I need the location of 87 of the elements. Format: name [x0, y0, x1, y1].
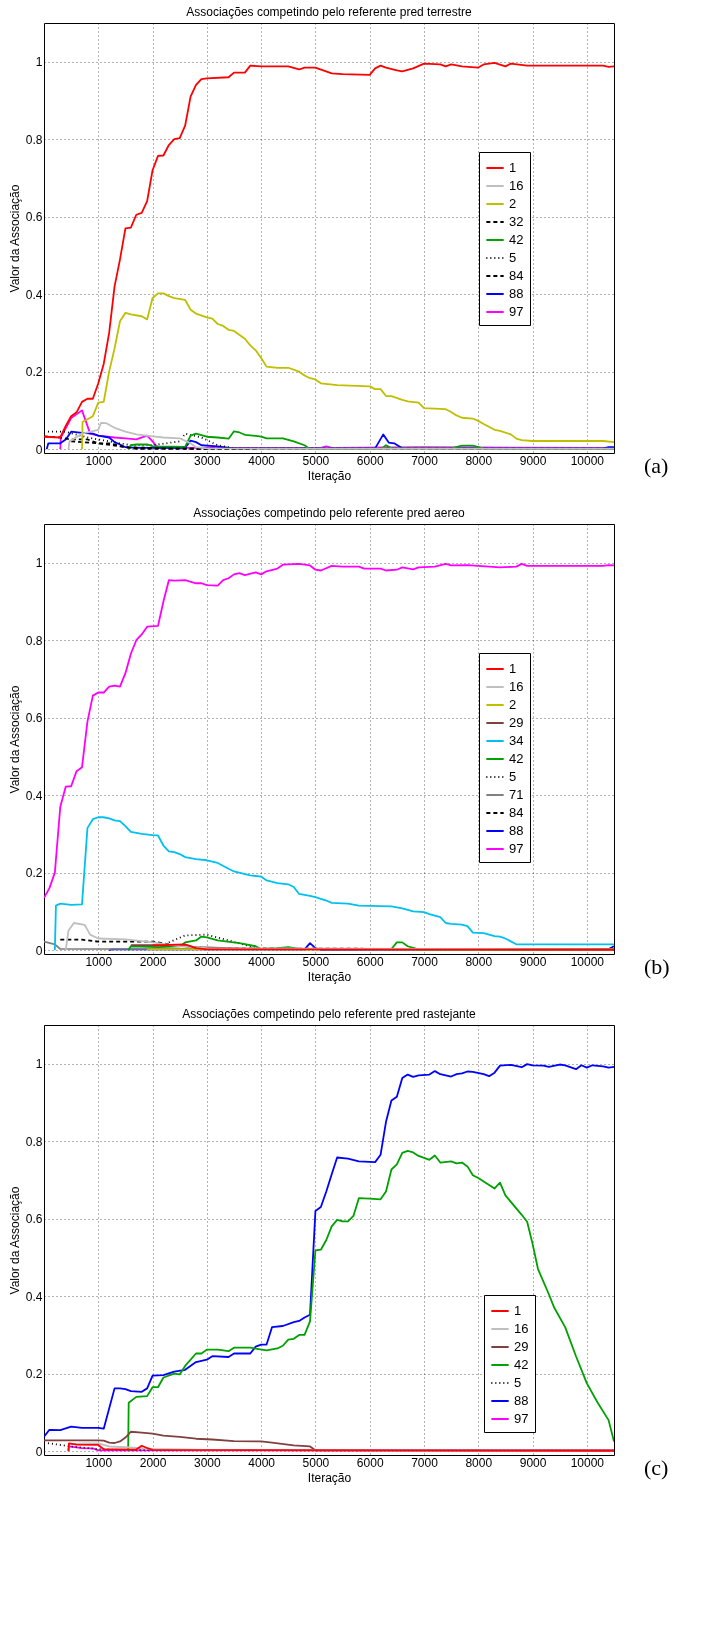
x-tick-label: 4000: [248, 954, 276, 969]
legend-label: 97: [514, 1411, 529, 1426]
legend-label: 16: [514, 1321, 529, 1336]
legend-label: 42: [509, 232, 524, 247]
x-tick-label: 8000: [465, 453, 493, 468]
x-tick-label: 8000: [465, 1455, 493, 1470]
x-tick-label: 1000: [85, 954, 113, 969]
legend-label: 1: [509, 160, 517, 175]
x-tick-label: 4000: [248, 453, 276, 468]
legend-label: 32: [509, 214, 524, 229]
text: (a): [644, 453, 669, 478]
legend-label: 5: [509, 769, 517, 784]
x-tick-label: 1000: [85, 453, 113, 468]
x-tick-label: 6000: [356, 453, 384, 468]
legend-label: 2: [509, 196, 517, 211]
y-tick-label: 0: [35, 442, 43, 457]
y-tick-label: 0.4: [25, 1289, 43, 1304]
legend-label: 42: [509, 751, 524, 766]
text: (c): [644, 1455, 669, 1480]
y-tick-label: 1: [35, 556, 43, 571]
x-tick-label: 1000: [85, 1455, 113, 1470]
x-tick-label: 3000: [194, 453, 222, 468]
x-tick-label: 5000: [302, 954, 330, 969]
x-tick-label: 8000: [465, 954, 493, 969]
legend-label: 5: [514, 1375, 522, 1390]
y-tick-label: 0: [35, 1444, 43, 1459]
chart-title: Associações competindo pelo referente pred aereo: [193, 506, 466, 520]
x-tick-label: 5000: [302, 1455, 330, 1470]
legend-label: 88: [514, 1393, 529, 1408]
x-tick-label: 9000: [519, 954, 547, 969]
x-tick-label: 2000: [139, 453, 167, 468]
x-tick-label: 7000: [411, 1455, 439, 1470]
chart-title: Associações competindo pelo referente pred rastejante: [182, 1007, 477, 1021]
y-tick-label: 0.6: [25, 210, 43, 225]
x-axis-title: Iteração: [307, 468, 352, 483]
x-tick-label: 9000: [519, 453, 547, 468]
y-tick-label: 1: [35, 55, 43, 70]
y-tick-label: 0.8: [25, 1134, 43, 1149]
x-tick-label: 5000: [302, 453, 330, 468]
legend-label: 97: [509, 304, 524, 319]
x-tick-label: 7000: [411, 954, 439, 969]
x-tick-label: 4000: [248, 1455, 276, 1470]
legend-label: 16: [509, 178, 524, 193]
x-tick-label: 10000: [570, 954, 605, 969]
y-axis-title: Valor da Associação: [7, 184, 22, 293]
y-axis-title: Valor da Associação: [7, 1186, 22, 1295]
y-tick-label: 0.2: [25, 866, 43, 881]
y-tick-label: 0.2: [25, 365, 43, 380]
y-tick-label: 1: [35, 1057, 43, 1072]
x-tick-label: 6000: [356, 1455, 384, 1470]
legend-label: 88: [509, 823, 524, 838]
y-tick-label: 0.8: [25, 633, 43, 648]
chart-title: Associações competindo pelo referente pred terrestre: [186, 5, 473, 19]
legend-label: 5: [509, 250, 517, 265]
y-tick-label: 0.2: [25, 1367, 43, 1382]
legend-label: 84: [509, 268, 524, 283]
x-axis-title: Iteração: [307, 1470, 352, 1485]
x-axis-title: Iteração: [307, 969, 352, 984]
legend-label: 29: [514, 1339, 529, 1354]
x-tick-label: 3000: [194, 954, 222, 969]
legend-label: 84: [509, 805, 524, 820]
legend-label: 2: [509, 697, 517, 712]
legend-label: 97: [509, 841, 524, 856]
x-tick-label: 2000: [139, 954, 167, 969]
x-tick-label: 10000: [570, 453, 605, 468]
x-tick-label: 3000: [194, 1455, 222, 1470]
y-tick-label: 0.8: [25, 132, 43, 147]
x-tick-label: 6000: [356, 954, 384, 969]
y-tick-label: 0.4: [25, 788, 43, 803]
x-tick-label: 7000: [411, 453, 439, 468]
y-tick-label: 0.6: [25, 711, 43, 726]
y-axis-title: Valor da Associação: [7, 685, 22, 794]
text: (b): [644, 954, 670, 979]
legend-label: 29: [509, 715, 524, 730]
y-tick-label: 0: [35, 943, 43, 958]
legend-label: 34: [509, 733, 524, 748]
legend-label: 1: [509, 661, 517, 676]
legend-label: 71: [509, 787, 524, 802]
legend-label: 1: [514, 1303, 522, 1318]
legend-label: 88: [509, 286, 524, 301]
x-tick-label: 10000: [570, 1455, 605, 1470]
legend-label: 16: [509, 679, 524, 694]
y-tick-label: 0.4: [25, 287, 43, 302]
y-tick-label: 0.6: [25, 1212, 43, 1227]
x-tick-label: 2000: [139, 1455, 167, 1470]
x-tick-label: 9000: [519, 1455, 547, 1470]
legend-label: 42: [514, 1357, 529, 1372]
